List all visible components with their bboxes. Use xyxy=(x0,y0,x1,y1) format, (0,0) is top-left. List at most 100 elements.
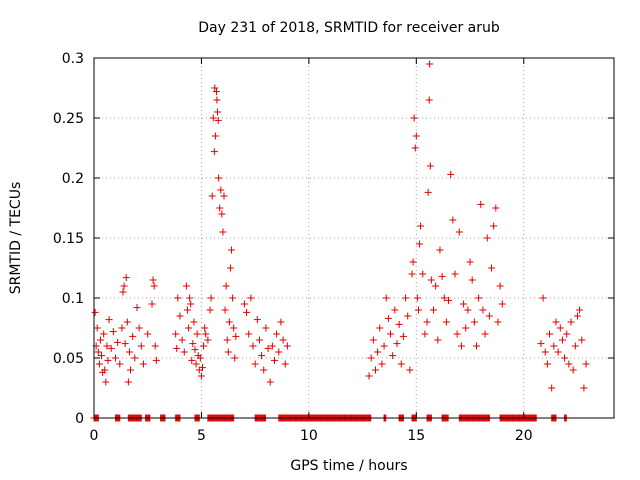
data-point xyxy=(384,314,392,322)
data-point xyxy=(460,300,468,308)
data-point xyxy=(148,300,156,308)
data-point xyxy=(191,346,199,354)
data-point xyxy=(270,356,278,364)
data-point xyxy=(466,258,474,266)
x-axis-label: GPS time / hours xyxy=(290,458,407,474)
data-point xyxy=(266,378,274,386)
data-point xyxy=(193,330,201,338)
data-point xyxy=(426,60,434,68)
x-tick-label: 10 xyxy=(300,428,318,444)
data-point xyxy=(440,294,448,302)
data-points xyxy=(90,60,590,422)
data-point xyxy=(208,192,216,200)
x-tick-label: 5 xyxy=(197,428,206,444)
data-point xyxy=(200,342,208,350)
data-point xyxy=(410,114,418,122)
data-point xyxy=(224,348,232,356)
data-point xyxy=(172,330,180,338)
data-point xyxy=(477,200,485,208)
data-point xyxy=(281,360,289,368)
data-point xyxy=(213,96,221,104)
data-point xyxy=(275,348,283,356)
data-point xyxy=(243,308,251,316)
data-point xyxy=(109,328,117,336)
data-point xyxy=(214,116,222,124)
data-point xyxy=(393,340,401,348)
plot-frame xyxy=(93,57,615,419)
data-point xyxy=(380,342,388,350)
data-point xyxy=(556,324,564,332)
data-point xyxy=(120,282,128,290)
data-point xyxy=(121,340,129,348)
data-point xyxy=(102,378,110,386)
data-point xyxy=(220,192,228,200)
data-point xyxy=(137,342,145,350)
data-point xyxy=(222,282,230,290)
data-point xyxy=(494,318,502,326)
data-point xyxy=(387,330,395,338)
data-point xyxy=(91,308,99,316)
data-point xyxy=(123,318,131,326)
data-point xyxy=(247,294,255,302)
y-tick-label: 0.2 xyxy=(62,171,84,187)
data-point xyxy=(371,366,379,374)
data-point xyxy=(190,318,198,326)
data-point xyxy=(412,132,420,140)
data-point xyxy=(496,282,504,290)
data-point xyxy=(367,354,375,362)
data-point xyxy=(202,330,210,338)
data-point xyxy=(230,324,238,332)
data-point xyxy=(206,306,214,314)
data-point xyxy=(151,342,159,350)
data-point xyxy=(438,272,446,280)
data-point xyxy=(131,354,139,362)
data-point xyxy=(186,294,194,302)
grid-lines xyxy=(94,58,614,418)
data-point xyxy=(408,270,416,278)
data-point xyxy=(135,324,143,332)
data-point xyxy=(569,366,577,374)
data-point xyxy=(571,342,579,350)
data-point xyxy=(185,324,193,332)
data-point xyxy=(382,294,390,302)
data-point xyxy=(485,312,493,320)
data-point xyxy=(426,162,434,170)
data-point xyxy=(93,324,101,332)
y-tick-label: 0.25 xyxy=(53,111,84,127)
data-point xyxy=(561,354,569,362)
data-point xyxy=(226,264,234,272)
data-point xyxy=(464,306,472,314)
data-point xyxy=(214,108,222,116)
data-point xyxy=(550,342,558,350)
data-point xyxy=(207,294,215,302)
data-point xyxy=(537,340,545,348)
data-point xyxy=(578,336,586,344)
data-point xyxy=(376,324,384,332)
data-point xyxy=(255,336,263,344)
data-point xyxy=(430,306,438,314)
data-point xyxy=(219,228,227,236)
data-point xyxy=(253,316,261,324)
data-point xyxy=(197,372,205,380)
data-point xyxy=(406,366,414,374)
data-point xyxy=(399,332,407,340)
data-point xyxy=(425,96,433,104)
data-point xyxy=(273,330,281,338)
data-point xyxy=(173,344,181,352)
data-point xyxy=(423,318,431,326)
data-point xyxy=(211,132,219,140)
data-point xyxy=(217,186,225,194)
data-point xyxy=(391,306,399,314)
data-point xyxy=(260,366,268,374)
data-point xyxy=(187,300,195,308)
data-point xyxy=(546,330,554,338)
data-point xyxy=(212,88,220,96)
data-point xyxy=(468,276,476,284)
data-point xyxy=(150,282,158,290)
data-point xyxy=(580,384,588,392)
data-point xyxy=(445,296,453,304)
data-point xyxy=(565,360,573,368)
data-point xyxy=(419,270,427,278)
data-point xyxy=(182,282,190,290)
data-point xyxy=(378,360,386,368)
